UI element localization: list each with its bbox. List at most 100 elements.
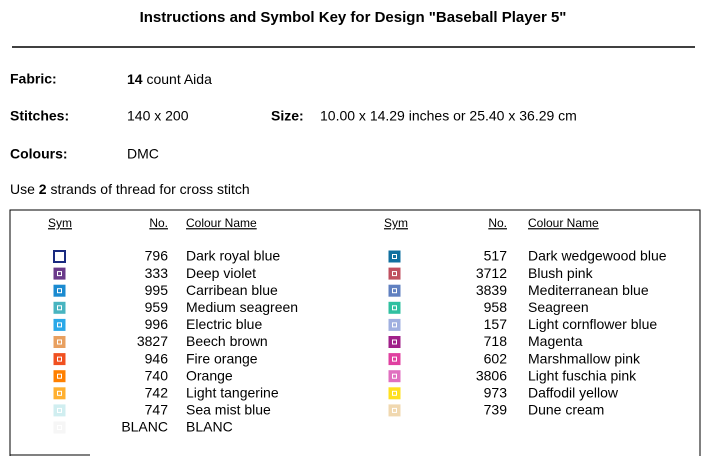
colour-name: Deep violet [186,265,256,281]
symbol-swatch [53,318,66,331]
symbol-glyph [57,390,62,396]
colour-name: Dark royal blue [186,248,280,264]
colour-number: 740 [145,367,169,383]
fabric-label: Fabric: [10,71,57,87]
symbol-glyph [57,305,62,311]
fabric-count: 14 [127,71,143,87]
colour-number: 747 [145,402,169,418]
symbol-glyph [392,390,397,396]
stitches-label: Stitches: [10,108,69,124]
symbol-swatch [53,301,66,314]
colour-number: 602 [484,350,508,366]
symbol-glyph [57,339,62,345]
symbol-swatch [53,284,66,297]
colour-name: Orange [186,367,233,383]
colour-number: 973 [484,385,508,401]
fabric-value: 14 count Aida [127,71,212,87]
symbol-glyph [392,373,397,379]
symbol-glyph [392,271,397,277]
colour-name: Beech brown [186,333,268,349]
stitches-value: 140 x 200 [127,108,189,124]
symbol-swatch [388,336,401,348]
symbol-glyph [392,254,397,259]
symbol-glyph [392,288,397,294]
colour-name: Light tangerine [186,385,279,401]
colour-name: Seagreen [528,299,589,315]
colours-label: Colours: [10,146,68,162]
colour-name: Fire orange [186,350,258,366]
colour-name: Electric blue [186,316,262,332]
header-no: No. [488,216,507,230]
colour-number: 946 [145,350,169,366]
symbol-swatch [53,267,66,280]
strands-before: Use [10,181,35,197]
colour-name: Carribean blue [186,282,278,298]
symbol-swatch [53,387,66,400]
symbol-glyph [392,356,397,362]
colour-name: Blush pink [528,265,594,281]
colour-number: 959 [145,299,169,315]
strands-after: strands of thread for cross stitch [50,181,249,197]
colour-number: 517 [484,248,508,264]
symbol-swatch [388,301,401,314]
colour-name: BLANC [186,419,233,435]
strands-count: 2 [39,181,47,197]
colour-number: 996 [145,316,169,332]
symbol-swatch [388,370,401,383]
colour-number: 3827 [137,333,168,349]
colour-number: 742 [145,385,169,401]
colour-number: 3839 [476,282,507,298]
colour-number: 157 [484,316,508,332]
symbol-swatch [388,284,401,297]
colour-number: 995 [145,282,169,298]
symbol-table: Sym No. Colour Name 796 Dark royal blue 333 De… [48,216,667,435]
colour-number: 739 [484,402,508,418]
header-name: Colour Name [528,216,599,230]
symbol-swatch [388,404,401,417]
table-border [9,209,701,456]
header-no: No. [149,216,168,230]
colour-number: 3806 [476,367,507,383]
colour-name: Mediterranean blue [528,282,649,298]
symbol-swatch [53,404,66,417]
colour-name: Daffodil yellow [528,385,619,401]
colour-number: 333 [145,265,169,281]
symbol-swatch [388,387,401,400]
symbol-glyph [57,425,62,430]
colour-number: 796 [145,248,169,264]
colour-name: Magenta [528,333,583,349]
symbol-swatch [53,336,66,348]
symbol-swatch [388,250,401,263]
colour-number: 3712 [476,265,507,281]
symbol-glyph [392,339,397,345]
colour-name: Dark wedgewood blue [528,248,667,264]
strands: Use 2 strands of thread for cross stitch [10,181,250,197]
colour-name: Dune cream [528,402,604,418]
header-sym: Sym [48,216,72,230]
colour-name: Light fuschia pink [528,367,637,383]
symbol-glyph [392,305,397,311]
colour-number: BLANC [121,419,168,435]
symbol-glyph [57,322,62,328]
symbol-glyph [57,407,62,413]
size-label: Size: [271,108,304,124]
symbol-glyph [57,271,62,277]
colour-name: Sea mist blue [186,402,271,418]
colour-name: Light cornflower blue [528,316,657,332]
fabric-type: count Aida [146,71,212,87]
symbol-swatch [388,318,401,331]
symbol-swatch [388,353,401,366]
header-name: Colour Name [186,216,257,230]
symbol-glyph [57,356,62,362]
size-value: 10.00 x 14.29 inches or 25.40 x 36.29 cm [320,108,577,124]
colour-number: 718 [484,333,508,349]
symbol-glyph [392,322,397,328]
symbol-swatch [388,267,401,280]
colours-value: DMC [127,146,159,162]
symbol-glyph [392,407,397,413]
colour-name: Medium seagreen [186,299,298,315]
symbol-glyph [57,373,62,379]
symbol-glyph [57,288,62,294]
title: Instructions and Symbol Key for Design "… [140,9,567,26]
